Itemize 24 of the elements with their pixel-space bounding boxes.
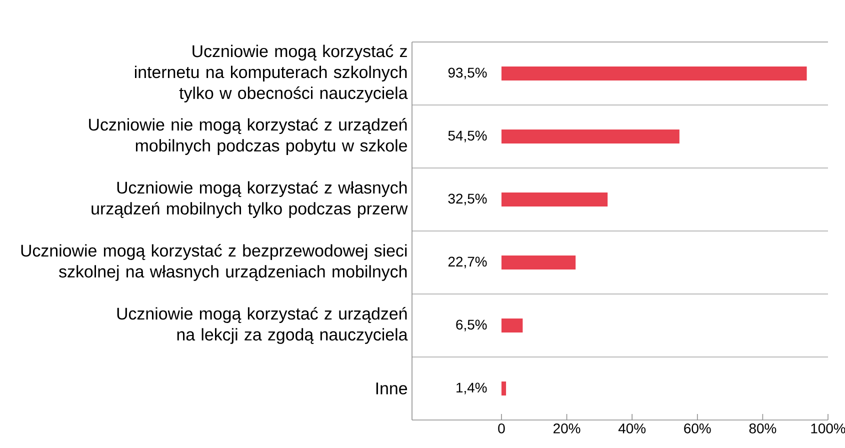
y-tick-label: Uczniowie mogą korzystać z własnych urządzeń mobilnych tylko podczas przerw xyxy=(92,181,408,218)
y-tick-label: Uczniowie nie mogą korzystać z urządzeń mobilnych podczas pobytu w szkole xyxy=(89,118,408,155)
y-tick-label: Uczniowie mogą korzystać z urządzeń na lekcji za zgodą nauczyciela xyxy=(117,307,408,344)
bar xyxy=(501,318,523,332)
bar xyxy=(501,129,680,144)
data-label: 93,5% xyxy=(448,68,487,80)
bar xyxy=(501,192,608,206)
y-tick-label: Uczniowie mogą korzystać z bezprzewodowej sieci szkolnej na własnych urządzeniach mobilnych xyxy=(21,244,407,281)
x-tick-label: 60% xyxy=(684,424,711,434)
data-label: 1,4% xyxy=(456,382,487,394)
data-label: 6,5% xyxy=(456,320,487,332)
x-tick-label: 80% xyxy=(749,424,776,434)
data-label: 54,5% xyxy=(448,130,487,142)
x-tick-label: 40% xyxy=(618,424,646,434)
x-tick-label: 20% xyxy=(554,424,580,434)
y-tick-label: Inne xyxy=(376,382,408,394)
data-label: 22,7% xyxy=(448,256,487,268)
data-label: 32,5% xyxy=(448,194,487,206)
x-tick-label: 100% xyxy=(811,424,845,434)
bar xyxy=(501,255,576,270)
y-tick-label: Uczniowie mogą korzystać z internetu na komputerach szkolnych tylko w obecności nauczyciela xyxy=(134,44,408,102)
x-tick-label: 0 xyxy=(498,424,505,434)
bar xyxy=(501,66,807,80)
bar xyxy=(501,381,506,396)
